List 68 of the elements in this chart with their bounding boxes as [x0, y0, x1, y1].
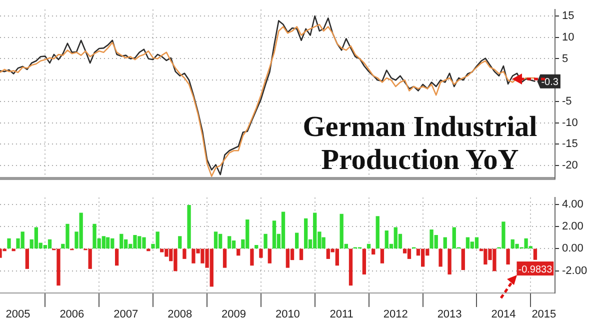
bar — [272, 220, 276, 248]
bar — [506, 248, 510, 264]
text: German Industrial Production YoY — [302, 111, 538, 177]
y-tick-label: -2.00 — [562, 264, 588, 277]
x-tick-label: 2006 — [60, 308, 84, 321]
bar — [448, 248, 452, 274]
x-tick-label: 2014 — [491, 308, 516, 321]
y-tick-label: 15 — [562, 10, 574, 22]
y-tick-label: 10 — [562, 31, 574, 44]
bar — [281, 212, 286, 248]
bar — [366, 244, 371, 248]
x-tick-label: 2009 — [222, 308, 246, 321]
data-label: -0.9833 — [518, 264, 553, 276]
bar — [48, 239, 52, 248]
y-tick-label: -5 — [562, 96, 572, 108]
bar — [228, 236, 232, 248]
y-tick-label: -20 — [562, 160, 578, 172]
bar — [372, 248, 376, 255]
bar — [376, 216, 380, 248]
x-tick-label: 2005 — [6, 308, 30, 321]
bar — [474, 237, 479, 248]
bar — [443, 237, 447, 248]
y-tick-label: 2.00 — [562, 220, 584, 232]
bar — [295, 232, 299, 248]
bar — [214, 232, 218, 248]
bar — [25, 248, 30, 269]
bar — [146, 248, 150, 252]
bar — [304, 218, 308, 248]
bar — [120, 234, 124, 248]
bar — [236, 248, 240, 256]
bar — [348, 248, 353, 286]
y-tick-label: -10 — [562, 116, 578, 129]
bar — [362, 248, 366, 274]
bar — [187, 205, 191, 248]
bar — [222, 248, 227, 268]
x-tick-label: 2010 — [275, 308, 300, 321]
bar — [420, 248, 425, 267]
bar — [259, 248, 263, 258]
y-tick-label: 4.00 — [562, 198, 584, 210]
x-tick-label: 2012 — [383, 308, 408, 321]
y-tick-label: 0.00 — [562, 242, 584, 255]
bar — [335, 248, 339, 266]
bar — [7, 238, 11, 248]
y-tick-label: 5 — [562, 52, 568, 65]
bar — [286, 248, 290, 268]
bar — [182, 248, 186, 259]
bar — [466, 237, 470, 248]
y-tick-label: -15 — [562, 138, 578, 150]
bar — [102, 236, 106, 248]
bar — [380, 248, 384, 264]
bar — [438, 248, 442, 267]
bar — [461, 248, 465, 270]
x-tick-label: 2011 — [330, 308, 354, 321]
bar — [254, 244, 258, 248]
data-label: -0.3 — [541, 77, 559, 88]
bar — [34, 227, 38, 248]
x-tick-label: 2013 — [437, 308, 462, 321]
bar — [407, 248, 412, 259]
bar — [268, 248, 272, 264]
bar — [250, 248, 254, 266]
bar — [178, 236, 182, 248]
bar — [106, 237, 110, 248]
bar — [264, 234, 268, 248]
bar — [114, 248, 119, 266]
x-tick-label: 2015 — [532, 308, 556, 321]
x-tick-label: 2008 — [168, 308, 192, 321]
x-tick-label: 2007 — [114, 308, 138, 321]
bar — [299, 248, 304, 260]
